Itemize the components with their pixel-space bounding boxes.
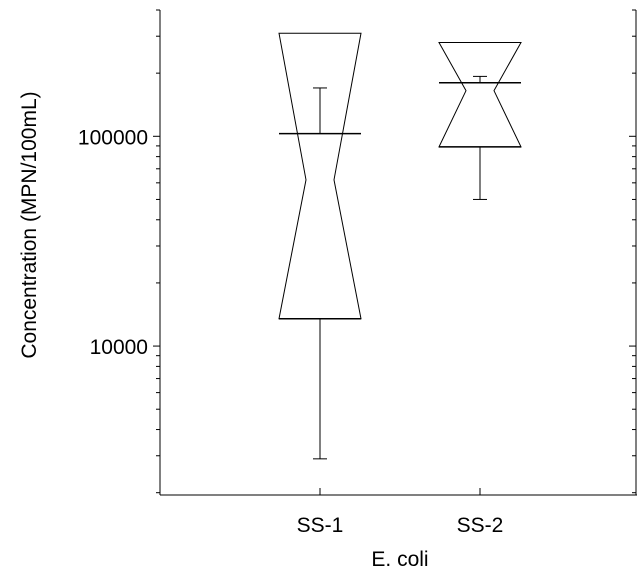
x-tick-label: SS-1 [297,514,344,537]
x-axis-tick-labels: SS-1 SS-2 [297,514,504,537]
y-tick-label: 10000 [90,336,148,359]
box-outline [438,41,522,148]
box-ss-1 [278,32,362,460]
y-axis-label: Concentration (MPN/100mL) [18,91,41,358]
plot-area [159,10,637,496]
x-axis-label: E. coli [371,548,428,571]
x-axis-ticks [319,488,481,495]
y-axis-tick-labels: 10000 100000 [78,126,148,359]
y-tick-label: 100000 [78,126,148,149]
x-tick-label: SS-2 [457,514,504,537]
y-axis-ticks [153,9,636,494]
box-outline [278,32,362,320]
box-series [278,32,522,460]
box-ss-2 [438,41,522,200]
